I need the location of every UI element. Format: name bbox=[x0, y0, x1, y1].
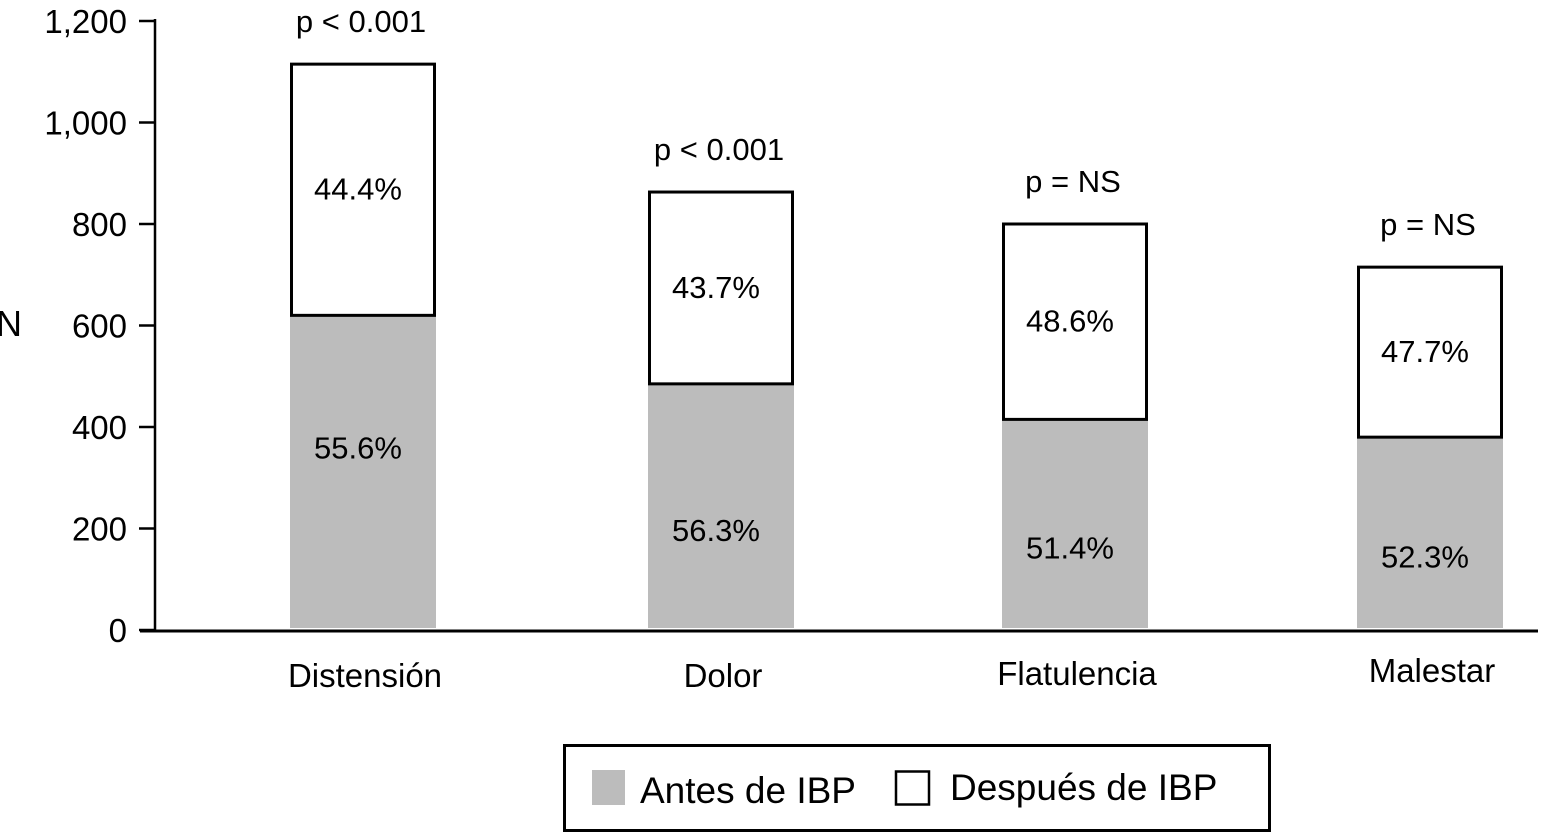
legend-swatch-before bbox=[592, 770, 625, 805]
y-tick-label: 800 bbox=[72, 206, 127, 243]
legend-swatch-after bbox=[894, 770, 931, 806]
legend: Antes de IBP Después de IBP bbox=[563, 744, 1271, 832]
bars: 55.6% 44.4% p < 0.001 56.3% 43.7% p < 0.001 51… bbox=[290, 4, 1503, 628]
bar-segment-before bbox=[290, 315, 436, 628]
data-label-after: 47.7% bbox=[1381, 334, 1469, 369]
legend-box bbox=[563, 744, 1271, 832]
y-tick-label: 1,000 bbox=[44, 105, 127, 142]
data-label-after: 48.6% bbox=[1026, 304, 1114, 339]
y-tick-label: 400 bbox=[72, 409, 127, 446]
y-tick-label: 1,200 bbox=[44, 3, 127, 40]
data-label-before: 52.3% bbox=[1381, 540, 1469, 575]
data-label-before: 55.6% bbox=[314, 431, 402, 466]
y-tick-label: 600 bbox=[72, 308, 127, 345]
p-value-annotation: p = NS bbox=[1025, 164, 1121, 199]
bar-segment-after bbox=[290, 62, 436, 317]
data-label-after: 44.4% bbox=[314, 172, 402, 207]
legend-label-before: Antes de IBP bbox=[640, 770, 856, 811]
p-value-annotation: p = NS bbox=[1380, 207, 1476, 242]
data-label-before: 51.4% bbox=[1026, 531, 1114, 566]
x-category-label: Dolor bbox=[684, 657, 763, 694]
y-tick-label: 200 bbox=[72, 511, 127, 548]
bar-segment-before bbox=[1002, 419, 1148, 628]
bar-segment-before bbox=[1357, 437, 1503, 628]
x-axis: Distensión Dolor Flatulencia Malestar bbox=[140, 629, 1538, 694]
bar-segment-after bbox=[1357, 265, 1503, 439]
bar-segment-after bbox=[648, 190, 794, 386]
x-category-label: Distensión bbox=[288, 657, 442, 694]
y-axis: 0 200 400 600 800 1,000 1,200 bbox=[44, 3, 157, 649]
bar-segment-after bbox=[1002, 222, 1148, 421]
p-value-annotation: p < 0.001 bbox=[296, 4, 426, 39]
bar-segment-before bbox=[648, 383, 794, 628]
x-category-label: Flatulencia bbox=[997, 655, 1157, 692]
data-label-after: 43.7% bbox=[672, 270, 760, 305]
x-category-label: Malestar bbox=[1369, 652, 1496, 689]
y-axis-title: N bbox=[0, 303, 22, 344]
legend-label-after: Después de IBP bbox=[950, 767, 1217, 808]
y-tick-label: 0 bbox=[109, 612, 127, 649]
p-value-annotation: p < 0.001 bbox=[654, 132, 784, 167]
data-label-before: 56.3% bbox=[672, 513, 760, 548]
